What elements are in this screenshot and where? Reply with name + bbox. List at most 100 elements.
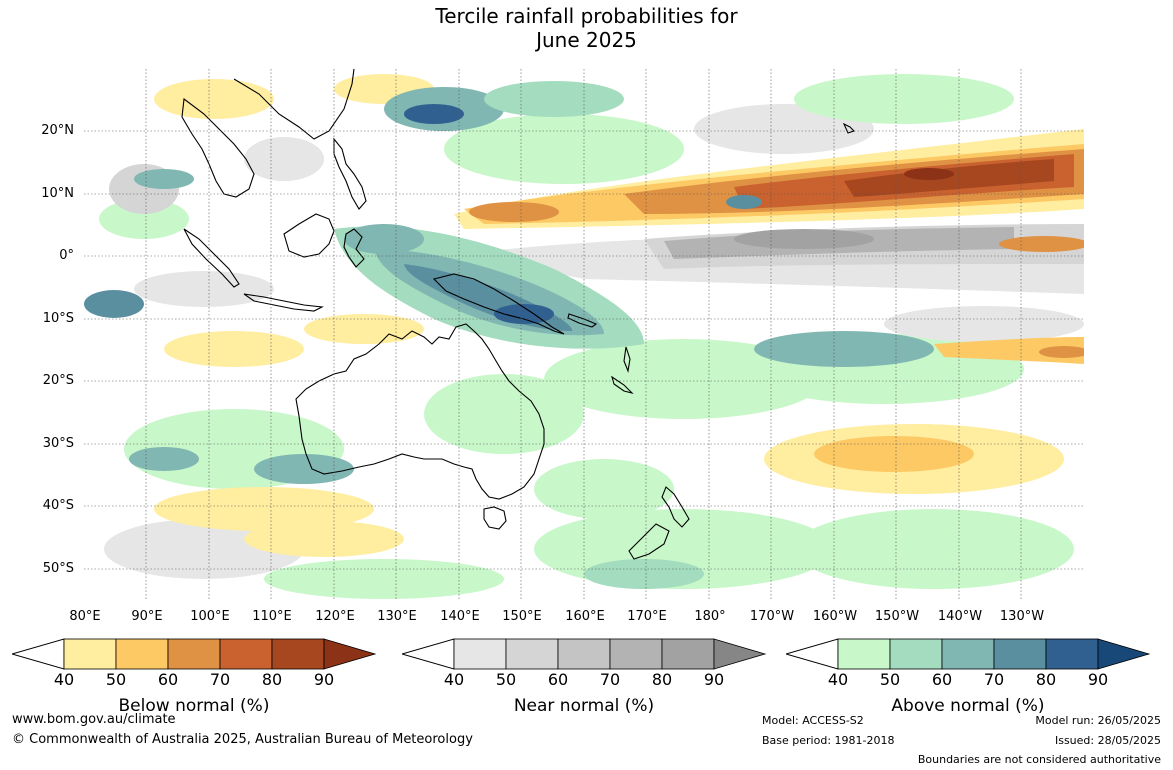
lon-label-170e: 170°E [627,609,667,624]
lon-label-160w: 160°W [812,609,858,624]
new-zealand-north [661,486,690,528]
colorbar-below-normal-tick-40: 40 [53,670,75,689]
colorbar-near-normal-swatch-60 [557,638,611,670]
lat-label-20n: 20°N [41,123,74,138]
lon-label-180: 180° [694,609,726,624]
colorbar-below-normal-swatch-70 [219,638,273,670]
lat-label-0: 0° [59,248,74,263]
lon-label-100e: 100°E [190,609,230,624]
near-normal-band [109,164,1084,307]
lon-label-170w: 170°W [749,609,795,624]
map-title: Tercile rainfall probabilities for June … [0,4,1173,52]
new-zealand-south [628,523,670,560]
lon-label-110e: 110°E [252,609,292,624]
colorbar-near-normal-tick-80: 80 [651,670,673,689]
colorbar-below-normal-under-arrow [12,638,65,670]
footer-copyright: © Commonwealth of Australia 2025, Austra… [12,732,473,747]
sumatra-coastline [183,228,240,288]
colorbar-near-normal-swatch-40 [453,638,507,670]
china-coastline [233,69,355,140]
footer-boundaries-note: Boundaries are not considered authoritat… [917,753,1161,766]
below-normal-band-south [764,236,1084,494]
lon-label-140e: 140°E [440,609,480,624]
title-line-2: June 2025 [536,28,637,52]
footer-website: www.bom.gov.au/climate [12,712,176,727]
colorbar-near-normal-tick-50: 50 [495,670,517,689]
colorbar-above-normal-swatches [786,638,1150,670]
colorbar-near-normal-over-arrow [713,638,766,670]
australia-coastline [295,323,545,500]
map-canvas [84,69,1084,600]
footer-issued: Issued: 28/05/2025 [1054,734,1161,747]
colorbar-above-normal-swatch-80 [1045,638,1099,670]
below-normal-band-north [454,129,1084,229]
coastlines [181,69,856,560]
lon-label-130e: 130°E [377,609,417,624]
gridlines [84,69,1084,600]
map-shading-background [99,74,1084,599]
colorbar-near-normal-swatches [402,638,766,670]
colorbar-above-normal-under-arrow [786,638,839,670]
footer-base-period: Base period: 1981-2018 [762,734,895,747]
colorbar-above-normal-swatch-50 [889,638,943,670]
lon-label-120e: 120°E [315,609,355,624]
borneo-coastline [283,213,335,258]
colorbar-below-normal [12,638,376,670]
colorbar-above-normal-swatch-40 [837,638,891,670]
colorbar-below-normal-title: Below normal (%) [118,696,270,716]
title-line-1: Tercile rainfall probabilities for [435,4,738,28]
colorbar-near-normal-tick-60: 60 [547,670,569,689]
indochina-coastline [181,97,255,198]
colorbar-near-normal-swatch-80 [661,638,715,670]
colorbar-above-normal-swatch-70 [993,638,1047,670]
colorbar-below-normal-swatch-80 [271,638,325,670]
lat-label-10n: 10°N [41,186,74,201]
philippines-coastline [333,137,367,210]
lon-label-150w: 150°W [874,609,920,624]
colorbar-above-normal-over-arrow [1097,638,1150,670]
vanuatu [623,346,631,374]
lat-label-40s: 40°S [42,498,74,513]
java-coastline [243,293,324,312]
colorbar-near-normal [402,638,766,670]
colorbar-above-normal-title: Above normal (%) [891,696,1045,716]
colorbar-above-normal-tick-40: 40 [827,670,849,689]
lon-label-150e: 150°E [502,609,542,624]
colorbar-below-normal-tick-60: 60 [157,670,179,689]
colorbar-below-normal-swatch-60 [167,638,221,670]
colorbar-near-normal-tick-90: 90 [703,670,725,689]
colorbar-below-normal-tick-70: 70 [209,670,231,689]
new-guinea-coastline [432,273,565,335]
lon-label-90e: 90°E [131,609,163,624]
colorbar-near-normal-swatch-70 [609,638,663,670]
lon-label-80e: 80°E [69,609,101,624]
colorbar-near-normal-tick-40: 40 [443,670,465,689]
colorbar-above-normal-tick-50: 50 [879,670,901,689]
footer-model-run: Model run: 26/05/2025 [1035,714,1161,727]
colorbar-below-normal-tick-90: 90 [313,670,335,689]
colorbar-above-normal-tick-70: 70 [983,670,1005,689]
tasmania-coastline [483,506,507,530]
new-caledonia [611,375,634,395]
colorbar-below-normal-swatch-40 [63,638,117,670]
colorbar-near-normal-tick-70: 70 [599,670,621,689]
lon-label-140w: 140°W [937,609,983,624]
colorbar-above-normal-tick-90: 90 [1087,670,1109,689]
lon-label-160e: 160°E [565,609,605,624]
colorbar-near-normal-swatch-50 [505,638,559,670]
above-normal-region [84,81,934,589]
colorbar-below-normal-swatch-50 [115,638,169,670]
colorbar-below-normal-tick-80: 80 [261,670,283,689]
lat-label-10s: 10°S [42,311,74,326]
colorbar-above-normal-swatch-60 [941,638,995,670]
colorbar-above-normal [786,638,1150,670]
colorbar-near-normal-title: Near normal (%) [513,696,655,716]
lat-label-20s: 20°S [42,373,74,388]
probability-map [84,69,1084,600]
lat-label-30s: 30°S [42,436,74,451]
colorbar-above-normal-tick-80: 80 [1035,670,1057,689]
colorbar-below-normal-tick-50: 50 [105,670,127,689]
sulawesi-coastline [343,228,365,268]
colorbar-above-normal-tick-60: 60 [931,670,953,689]
footer-model: Model: ACCESS-S2 [762,714,864,727]
